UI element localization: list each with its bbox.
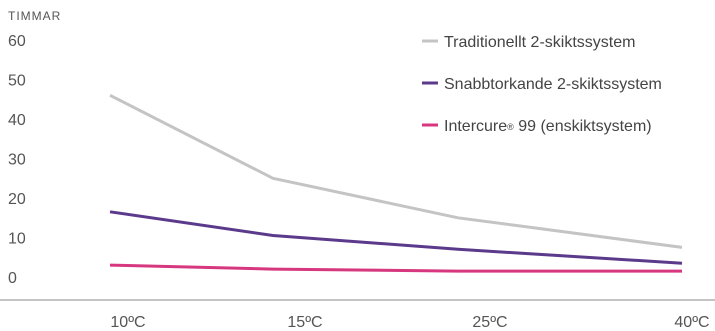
series-line-2 — [109, 263, 682, 273]
x-tick-label: 25ºC — [472, 314, 507, 331]
y-tick-label: 50 — [8, 73, 26, 90]
legend-label: Snabbtorkande 2-skiktssystem — [444, 76, 662, 93]
legend-item-intercure: Intercure® 99 (enskiktsystem) — [422, 118, 652, 135]
y-tick-label: 40 — [8, 112, 26, 129]
series-line-1 — [109, 210, 683, 265]
series-line-0 — [109, 93, 683, 249]
x-tick-label: 40ºC — [674, 314, 709, 331]
legend: Traditionellt 2-skiktssystem Snabbtorkan… — [422, 34, 662, 135]
legend-item-snabbtorkande: Snabbtorkande 2-skiktssystem — [422, 76, 662, 93]
y-tick-label: 60 — [8, 33, 26, 50]
legend-label: Intercure® 99 (enskiktsystem) — [444, 118, 652, 135]
legend-label: Traditionellt 2-skiktssystem — [444, 34, 635, 51]
legend-item-traditionellt: Traditionellt 2-skiktssystem — [422, 34, 635, 51]
y-tick-label: 30 — [8, 152, 26, 169]
x-tick-label: 10ºC — [110, 314, 145, 331]
y-tick-label: 0 — [8, 270, 17, 287]
y-tick-label: 20 — [8, 191, 26, 208]
y-tick-label: 10 — [8, 231, 26, 248]
y-axis-unit-label: TIMMAR — [8, 9, 61, 23]
x-tick-label: 15ºC — [287, 314, 322, 331]
